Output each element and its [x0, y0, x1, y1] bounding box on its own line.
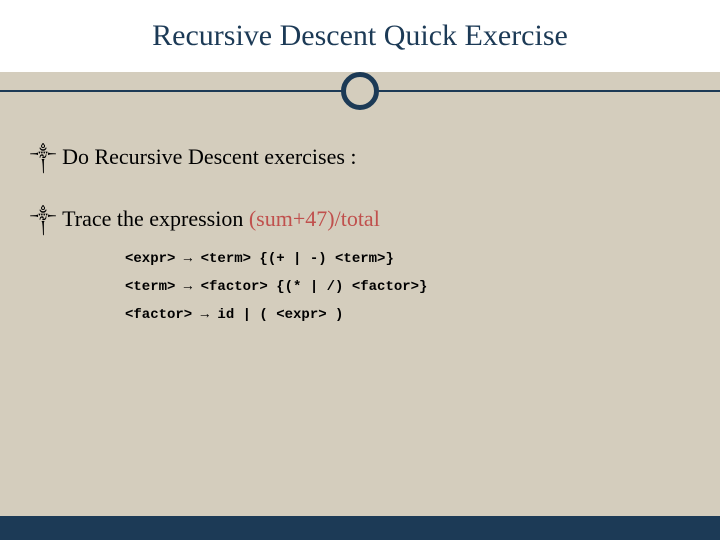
grammar-line: <term> → <factor> {(* | /) <factor>} [125, 273, 427, 301]
bullet-text: Trace the expression (sum+47)/total [62, 206, 380, 232]
content-area: ༒ Do Recursive Descent exercises : ༒ Tra… [30, 135, 690, 259]
grammar-block: <expr> → <term> {(+ | -) <term>} <term> … [125, 245, 427, 329]
slide-container: Recursive Descent Quick Exercise ༒ Do Re… [0, 0, 720, 540]
bullet-item: ༒ Do Recursive Descent exercises : [30, 135, 690, 191]
bullet-symbol-icon: ༒ [30, 135, 56, 191]
circle-ornament-icon [341, 72, 379, 110]
bottom-accent-strip [0, 516, 720, 540]
grammar-line: <factor> → id | ( <expr> ) [125, 301, 427, 329]
grammar-line: <expr> → <term> {(+ | -) <term>} [125, 245, 427, 273]
slide-title: Recursive Descent Quick Exercise [152, 19, 568, 53]
bullet-symbol-icon: ༒ [30, 197, 56, 253]
title-bar: Recursive Descent Quick Exercise [0, 0, 720, 72]
bullet-prefix: Trace the expression [62, 206, 249, 231]
bullet-text: Do Recursive Descent exercises : [62, 144, 356, 170]
expression-highlight: (sum+47)/total [249, 206, 380, 231]
